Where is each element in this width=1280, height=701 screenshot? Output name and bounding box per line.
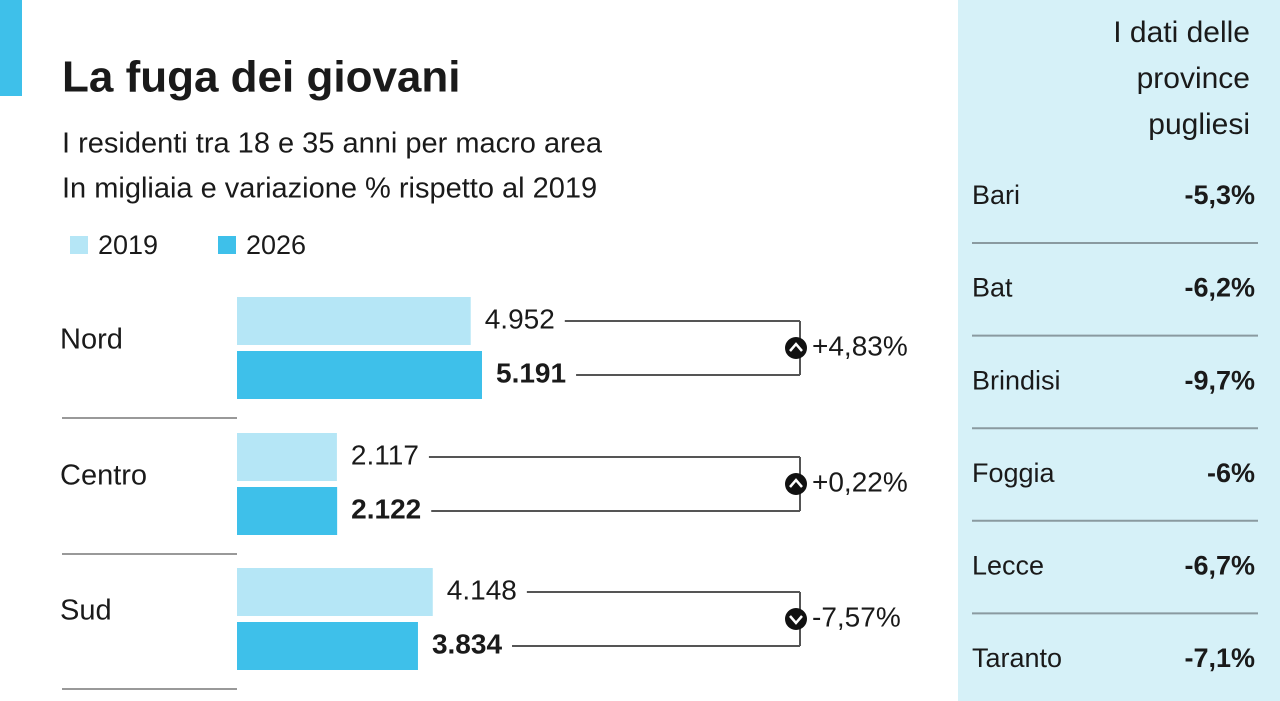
value-label: 5.191 (496, 357, 566, 388)
province-value: -6% (1207, 458, 1255, 488)
bar (237, 568, 433, 616)
subtitle: In migliaia e variazione % rispetto al 2… (62, 173, 597, 205)
province-name: Bari (972, 180, 1020, 210)
province-name: Brindisi (972, 365, 1061, 395)
value-label: 4.952 (485, 303, 555, 334)
province-name: Taranto (972, 643, 1062, 673)
value-label: 2.122 (351, 493, 421, 524)
value-label: 2.117 (351, 439, 419, 470)
province-value: -7,1% (1184, 643, 1255, 673)
category-label: Nord (60, 324, 123, 356)
bar (237, 297, 471, 345)
change-label: +0,22% (812, 466, 908, 497)
province-value: -6,2% (1184, 273, 1255, 303)
value-label: 4.148 (447, 574, 517, 605)
bar (237, 622, 418, 670)
legend-label: 2026 (246, 230, 306, 260)
change-icon (785, 337, 807, 359)
table-title: province (1137, 62, 1250, 95)
subtitle: I residenti tra 18 e 35 anni per macro a… (62, 128, 603, 160)
change-arrow (789, 615, 803, 625)
province-name: Foggia (972, 458, 1056, 488)
legend-label: 2019 (98, 230, 158, 260)
value-label: 3.834 (432, 628, 502, 659)
bar (237, 433, 337, 481)
bar (237, 487, 338, 535)
category-label: Centro (60, 460, 147, 492)
chart-title: La fuga dei giovani (62, 53, 461, 102)
legend-swatch (70, 236, 88, 254)
legend-swatch (218, 236, 236, 254)
province-name: Lecce (972, 551, 1044, 581)
side-panel (958, 0, 1280, 701)
change-arrow (789, 342, 803, 352)
change-label: -7,57% (812, 601, 901, 632)
table-title: pugliesi (1148, 108, 1250, 141)
province-name: Bat (972, 273, 1013, 303)
province-value: -5,3% (1184, 180, 1255, 210)
province-value: -6,7% (1184, 551, 1255, 581)
category-label: Sud (60, 595, 112, 627)
change-icon (785, 473, 807, 495)
bar (237, 351, 482, 399)
accent-bar (0, 0, 22, 96)
change-icon (785, 608, 807, 630)
table-title: I dati delle (1113, 16, 1250, 49)
change-label: +4,83% (812, 330, 908, 361)
province-value: -9,7% (1184, 365, 1255, 395)
change-arrow (789, 478, 803, 488)
